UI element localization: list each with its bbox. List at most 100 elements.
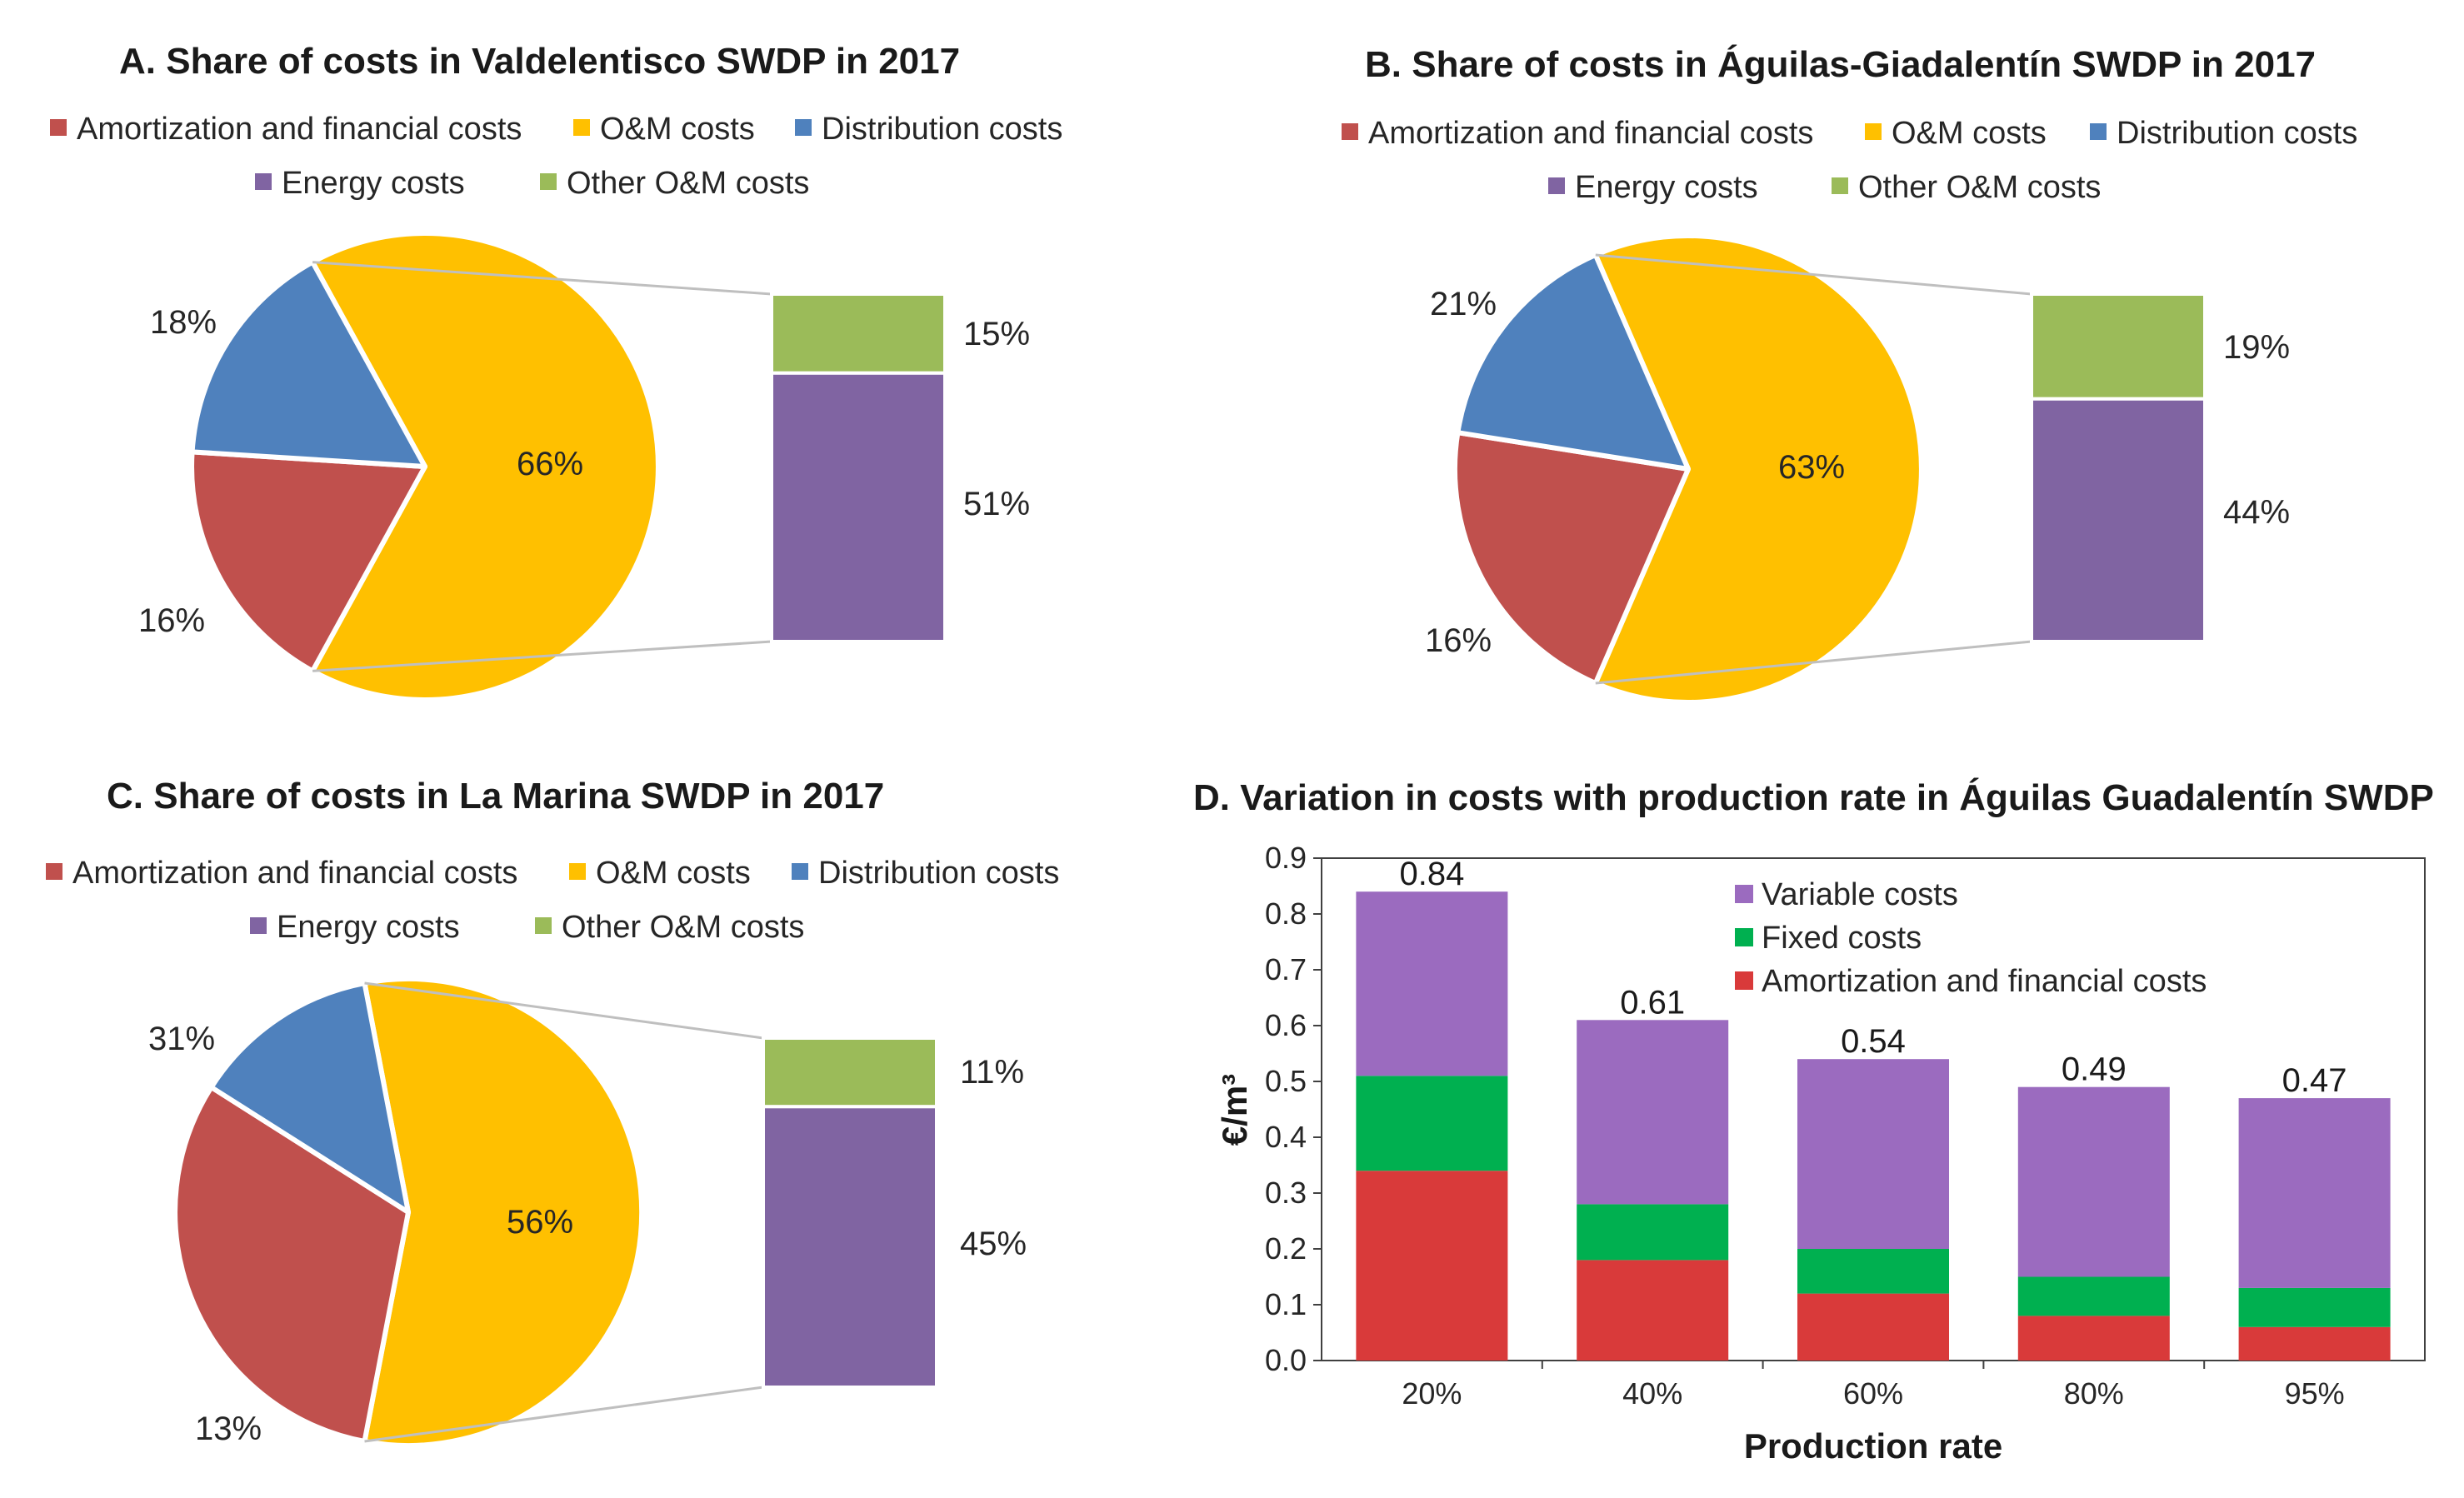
y-tick-label: 0.7 — [1265, 952, 1307, 986]
bar-segment-amortization — [2017, 1316, 2170, 1361]
legend-swatch-other-om — [1832, 177, 1848, 194]
panel-b: B. Share of costs in Águilas-Giadalentín… — [1342, 43, 2357, 705]
panel-a-legend: Amortization and financial costs O&M cos… — [50, 112, 1062, 201]
bar-total-label: 0.61 — [1620, 984, 1685, 1021]
pie-label-distribution: 16% — [138, 602, 205, 639]
bar-segment-variable — [2017, 1086, 2170, 1277]
legend-label-other-om: Other O&M costs — [562, 910, 804, 945]
bar-total-label: 0.47 — [2282, 1062, 2347, 1099]
breakdown-label-other-om: 15% — [963, 316, 1030, 352]
legend-label-amortization: Amortization and financial costs — [1368, 116, 1813, 151]
x-tick-label: 60% — [1843, 1376, 1903, 1411]
legend-label-distribution: Distribution costs — [2117, 116, 2357, 151]
y-tick-label: 0.3 — [1265, 1176, 1307, 1210]
bar-segment-variable — [2238, 1098, 2391, 1288]
panel-c-pie — [172, 976, 645, 1448]
bar-total-label: 0.54 — [1841, 1023, 1906, 1060]
breakdown-bar-other-om — [2030, 292, 2207, 401]
x-tick-label: 80% — [2064, 1376, 2124, 1411]
legend-label-energy: Energy costs — [1575, 170, 1758, 205]
bar-segment-fixed — [2238, 1287, 2391, 1327]
legend-swatch-energy — [250, 917, 267, 934]
bar-segment-variable — [1356, 891, 1508, 1076]
pie-slice-om — [362, 976, 645, 1448]
legend-label-om: O&M costs — [1892, 116, 2047, 151]
panel-c: C. Share of costs in La Marina SWDP in 2… — [46, 776, 1059, 1448]
legend-label-amortization: Amortization and financial costs — [77, 112, 522, 147]
breakdown-label-energy: 45% — [960, 1226, 1027, 1262]
pie-label-om: 66% — [517, 446, 583, 482]
legend-swatch-distribution — [795, 119, 812, 136]
pie-slice-amortization — [1452, 430, 1691, 686]
x-axis-title: Production rate — [1744, 1426, 2002, 1466]
legend-swatch-om — [1865, 123, 1882, 140]
legend-swatch-om — [569, 863, 586, 880]
bar-segment-fixed — [1356, 1076, 1508, 1171]
legend-label-distribution: Distribution costs — [818, 856, 1059, 891]
bar-segment-fixed — [1577, 1204, 1729, 1261]
panel-b-title: B. Share of costs in Águilas-Giadalentín… — [1365, 43, 2316, 85]
y-tick-label: 0.4 — [1265, 1120, 1307, 1154]
panel-d-title: D. Variation in costs with production ra… — [1193, 776, 2434, 818]
y-tick-label: 0.6 — [1265, 1008, 1307, 1042]
x-tick-label: 40% — [1622, 1376, 1682, 1411]
legend-label-variable: Variable costs — [1762, 877, 1958, 912]
legend-label-distribution: Distribution costs — [822, 112, 1062, 147]
breakdown-label-other-om: 19% — [2223, 329, 2290, 366]
breakdown-bar-other-om — [762, 1036, 938, 1109]
legend-swatch-om — [573, 119, 590, 136]
legend-swatch-amortization — [50, 119, 67, 136]
bar-segment-amortization — [1356, 1171, 1508, 1361]
bar-total-label: 0.49 — [2062, 1051, 2127, 1088]
panel-b-pie — [1452, 233, 1924, 705]
panel-c-legend: Amortization and financial costs O&M cos… — [46, 856, 1059, 945]
bar-segment-variable — [1797, 1059, 1949, 1249]
pie-label-distribution: 13% — [195, 1411, 262, 1447]
legend-label-om: O&M costs — [596, 856, 751, 891]
panel-a-pie — [189, 231, 661, 702]
breakdown-label-other-om: 11% — [960, 1054, 1024, 1091]
x-axis: 20% 40% 60% 80% 95% — [1402, 1361, 2345, 1411]
bar-stacks — [1356, 891, 2391, 1361]
panel-c-title: C. Share of costs in La Marina SWDP in 2… — [107, 776, 884, 816]
x-tick-label: 95% — [2285, 1376, 2345, 1411]
pie-label-om: 63% — [1778, 449, 1845, 486]
panel-a-title: A. Share of costs in Valdelentisco SWDP … — [119, 41, 960, 82]
pie-slice-om — [310, 231, 661, 702]
legend-label-amortization: Amortization and financial costs — [1762, 964, 2207, 999]
panel-a: A. Share of costs in Valdelentisco SWDP … — [50, 41, 1062, 702]
bar-segment-fixed — [1797, 1249, 1949, 1294]
pie-slice-om — [1592, 233, 1924, 705]
y-tick-label: 0.0 — [1265, 1343, 1307, 1377]
connector-line-top — [312, 261, 772, 296]
panel-d: D. Variation in costs with production ra… — [1193, 776, 2434, 1466]
pie-label-amortization: 21% — [1430, 286, 1497, 322]
legend-swatch-other-om — [535, 917, 552, 934]
legend-swatch-distribution — [2090, 123, 2107, 140]
breakdown-bar-energy — [2030, 397, 2207, 643]
pie-slice-distribution — [1455, 252, 1691, 472]
legend-swatch-variable — [1735, 885, 1753, 903]
pie-slice-distribution — [208, 981, 411, 1215]
bar-total-label: 0.84 — [1399, 856, 1464, 892]
connector-line-bottom — [312, 640, 772, 672]
legend-swatch-distribution — [792, 863, 808, 880]
pie-slice-amortization — [189, 449, 427, 674]
connector-line-bottom — [1595, 640, 2032, 685]
bar-segment-amortization — [1797, 1293, 1949, 1361]
y-tick-label: 0.2 — [1265, 1231, 1307, 1266]
pie-label-distribution: 16% — [1425, 622, 1492, 659]
legend-label-amortization: Amortization and financial costs — [72, 856, 517, 891]
legend-swatch-energy — [1548, 177, 1565, 194]
legend-label-fixed: Fixed costs — [1762, 921, 1922, 956]
breakdown-label-energy: 44% — [2223, 494, 2290, 531]
legend-label-energy: Energy costs — [277, 910, 460, 945]
legend-label-other-om: Other O&M costs — [1858, 170, 2101, 205]
breakdown-label-energy: 51% — [963, 486, 1030, 522]
pie-label-amortization: 18% — [150, 304, 217, 341]
pie-slice-distribution — [189, 259, 427, 469]
legend-swatch-amortization — [1735, 971, 1753, 990]
bar-total-labels: 0.84 0.61 0.54 0.49 0.47 — [1399, 856, 2347, 1099]
legend-swatch-other-om — [540, 173, 557, 190]
